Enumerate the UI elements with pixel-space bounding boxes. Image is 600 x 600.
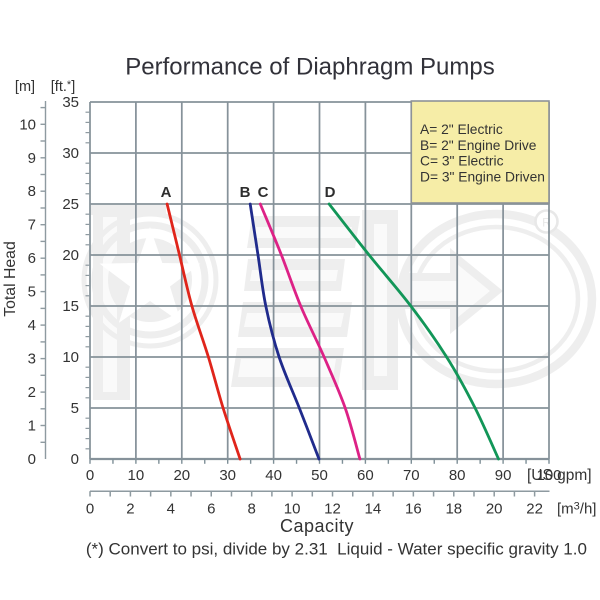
svg-text:9: 9 <box>28 150 36 167</box>
svg-text:30: 30 <box>219 467 236 484</box>
svg-text:22: 22 <box>526 501 543 518</box>
svg-text:0: 0 <box>28 451 36 468</box>
svg-text:Capacity: Capacity <box>280 516 354 536</box>
svg-text:[US gpm]: [US gpm] <box>527 467 592 484</box>
svg-text:10: 10 <box>284 501 301 518</box>
svg-text:A= 2" Electric: A= 2" Electric <box>420 122 503 137</box>
svg-text:D: D <box>325 184 336 201</box>
svg-text:4: 4 <box>167 501 175 518</box>
svg-text:A: A <box>161 184 172 201</box>
svg-text:15: 15 <box>62 298 79 315</box>
svg-text:90: 90 <box>495 467 512 484</box>
svg-text:4: 4 <box>28 317 36 334</box>
svg-text:50: 50 <box>311 467 328 484</box>
svg-text:(*) Convert to psi, divide by: (*) Convert to psi, divide by 2.31 Liqui… <box>86 540 587 559</box>
svg-text:30: 30 <box>62 145 79 162</box>
svg-text:16: 16 <box>405 501 422 518</box>
svg-text:8: 8 <box>28 183 36 200</box>
svg-text:5: 5 <box>71 400 79 417</box>
svg-text:70: 70 <box>403 467 420 484</box>
svg-text:8: 8 <box>248 501 256 518</box>
svg-text:100: 100 <box>536 467 561 484</box>
svg-text:12: 12 <box>324 501 341 518</box>
svg-text:20: 20 <box>62 247 79 264</box>
svg-text:3: 3 <box>28 351 36 368</box>
svg-text:2: 2 <box>28 384 36 401</box>
svg-text:0: 0 <box>86 467 94 484</box>
svg-text:14: 14 <box>365 501 382 518</box>
svg-text:10: 10 <box>62 349 79 366</box>
svg-text:0: 0 <box>86 501 94 518</box>
svg-text:Performance of Diaphragm Pumps: Performance of Diaphragm Pumps <box>125 54 495 81</box>
svg-text:25: 25 <box>62 196 79 213</box>
svg-text:0: 0 <box>71 451 79 468</box>
svg-text:10: 10 <box>19 116 36 133</box>
svg-text:C: C <box>258 184 269 201</box>
svg-text:40: 40 <box>265 467 282 484</box>
svg-text:60: 60 <box>357 467 374 484</box>
svg-text:[m]: [m] <box>15 79 35 95</box>
svg-text:20: 20 <box>486 501 503 518</box>
svg-text:R: R <box>542 216 551 230</box>
svg-text:[ft.*]: [ft.*] <box>51 79 75 95</box>
svg-text:80: 80 <box>449 467 466 484</box>
svg-text:2: 2 <box>126 501 134 518</box>
svg-text:5: 5 <box>28 284 36 301</box>
svg-text:D= 3" Engine Driven: D= 3" Engine Driven <box>420 169 545 184</box>
svg-text:B= 2" Engine Drive: B= 2" Engine Drive <box>420 138 537 153</box>
svg-text:[m3/h]: [m3/h] <box>557 501 596 518</box>
svg-text:Total Head: Total Head <box>2 241 19 317</box>
svg-text:35: 35 <box>62 94 79 111</box>
svg-text:10: 10 <box>128 467 145 484</box>
svg-text:6: 6 <box>28 250 36 267</box>
svg-text:7: 7 <box>28 217 36 234</box>
svg-text:1: 1 <box>28 418 36 435</box>
svg-text:6: 6 <box>207 501 215 518</box>
svg-text:B: B <box>240 184 251 201</box>
svg-text:C= 3" Electric: C= 3" Electric <box>420 154 504 169</box>
svg-text:18: 18 <box>445 501 462 518</box>
svg-text:20: 20 <box>173 467 190 484</box>
